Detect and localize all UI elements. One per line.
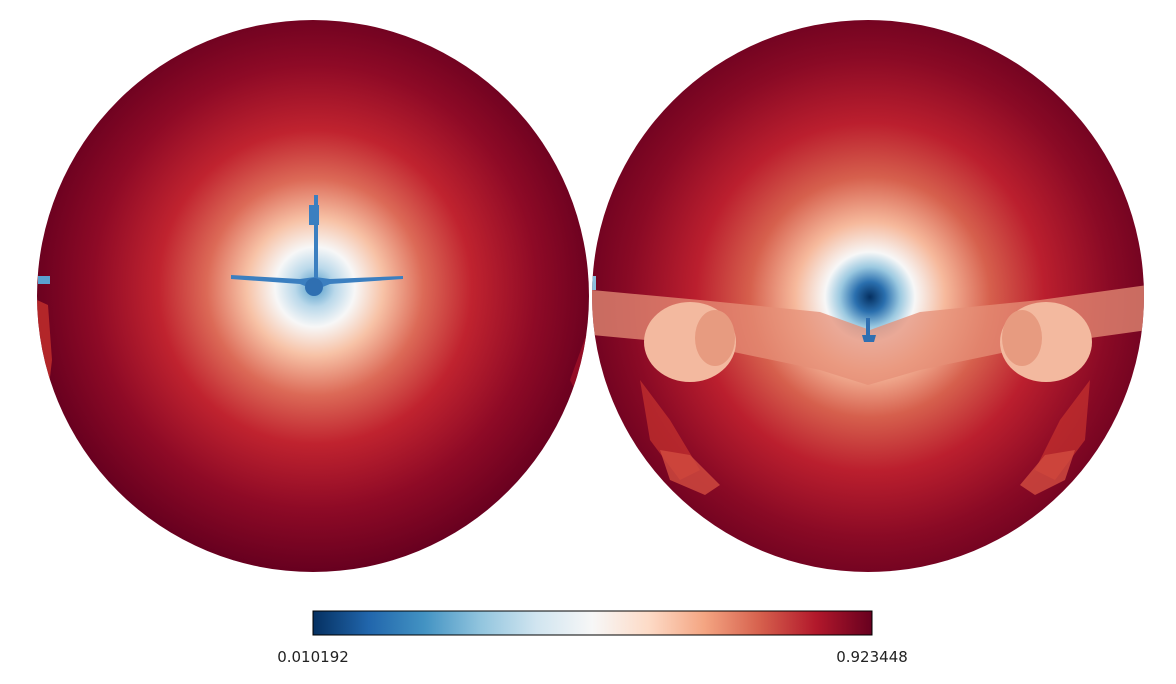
colorbar: 0.010192 0.923448 — [277, 610, 908, 666]
left-hemisphere-disk — [37, 20, 589, 572]
colorbar-max-label: 0.923448 — [836, 648, 908, 666]
right-hemisphere — [592, 20, 1144, 572]
right-center-feature — [862, 318, 876, 342]
colorbar-gradient — [312, 610, 873, 636]
left-hemisphere — [37, 20, 589, 572]
left-aircraft-feature — [231, 195, 403, 296]
right-hemisphere-disk — [592, 20, 1144, 572]
colorbar-min-label: 0.010192 — [277, 648, 349, 666]
